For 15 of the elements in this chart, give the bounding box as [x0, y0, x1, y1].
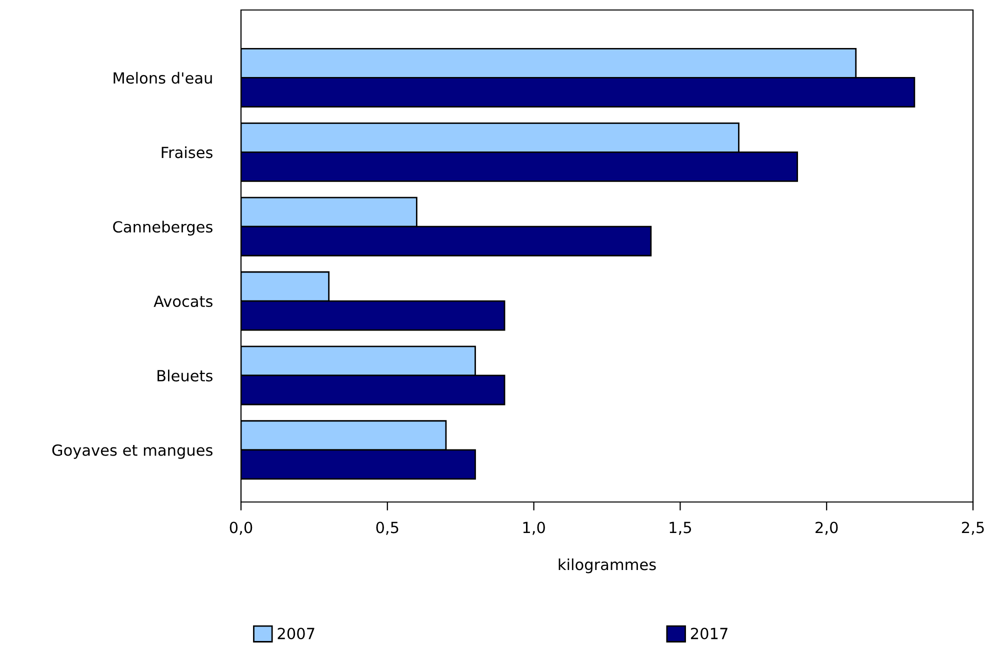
x-tick-label: 1,5: [670, 522, 692, 535]
x-tick-label: 1,0: [523, 522, 545, 535]
y-tick-label: Avocats: [154, 296, 212, 308]
y-tick-label: Melons d'eau: [114, 72, 212, 84]
x-tick-label: 2,5: [962, 522, 984, 535]
x-axis-title: kilogrammes: [558, 558, 656, 574]
x-tick-label: 0,5: [376, 522, 398, 535]
y-tick-label: Goyaves et mangues: [52, 444, 212, 459]
y-tick-label: Canneberges: [113, 220, 212, 236]
x-tick-label: 2,0: [816, 522, 838, 535]
x-tick-label: 0,0: [230, 522, 252, 535]
legend-label: 2007: [278, 628, 314, 640]
y-tick-label: Fraises: [162, 146, 212, 158]
legend-label: 2017: [690, 628, 728, 640]
y-tick-label: Bleuets: [158, 370, 212, 382]
